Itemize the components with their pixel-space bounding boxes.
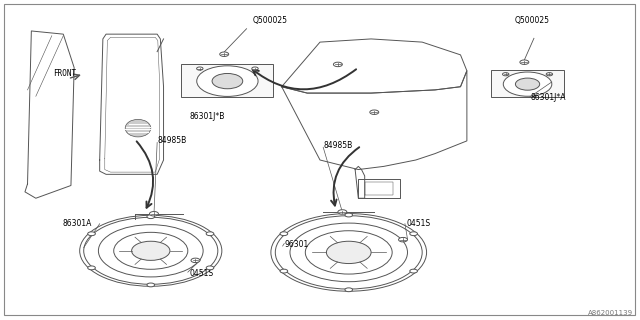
Circle shape (338, 210, 347, 214)
Text: 0451S: 0451S (189, 268, 213, 278)
Circle shape (147, 215, 155, 219)
Circle shape (370, 110, 379, 115)
Text: 86301J*A: 86301J*A (531, 93, 566, 102)
Text: 86301J*B: 86301J*B (189, 113, 225, 122)
Circle shape (88, 266, 95, 270)
Circle shape (80, 215, 222, 286)
Text: Q500025: Q500025 (515, 16, 550, 25)
Circle shape (147, 283, 155, 287)
Circle shape (503, 72, 552, 96)
Text: 0451S: 0451S (406, 219, 430, 228)
Text: 84985B: 84985B (323, 141, 353, 150)
Text: 86301A: 86301A (63, 219, 92, 228)
Text: A862001139: A862001139 (588, 310, 633, 316)
Circle shape (252, 67, 258, 70)
Circle shape (220, 52, 228, 56)
Circle shape (502, 73, 509, 76)
Circle shape (271, 213, 427, 291)
Circle shape (212, 74, 243, 89)
Circle shape (515, 78, 540, 90)
Circle shape (88, 232, 95, 236)
FancyBboxPatch shape (491, 70, 564, 97)
Circle shape (132, 241, 170, 260)
Text: 96301: 96301 (285, 240, 309, 249)
Circle shape (345, 213, 353, 217)
Circle shape (191, 258, 200, 263)
Circle shape (399, 237, 408, 242)
Circle shape (206, 266, 214, 270)
Circle shape (410, 269, 417, 273)
Circle shape (280, 232, 288, 236)
Circle shape (196, 66, 258, 96)
Circle shape (206, 232, 214, 236)
Circle shape (410, 232, 417, 236)
Circle shape (196, 67, 203, 70)
Circle shape (150, 212, 159, 216)
Text: FRONT: FRONT (53, 69, 76, 78)
Circle shape (345, 288, 353, 292)
Circle shape (546, 73, 552, 76)
Ellipse shape (125, 119, 151, 137)
Text: 84985B: 84985B (157, 136, 186, 145)
Circle shape (333, 62, 342, 67)
FancyBboxPatch shape (181, 64, 273, 97)
Circle shape (520, 60, 529, 64)
Circle shape (326, 241, 371, 264)
Circle shape (280, 269, 288, 273)
Text: Q500025: Q500025 (253, 16, 288, 25)
